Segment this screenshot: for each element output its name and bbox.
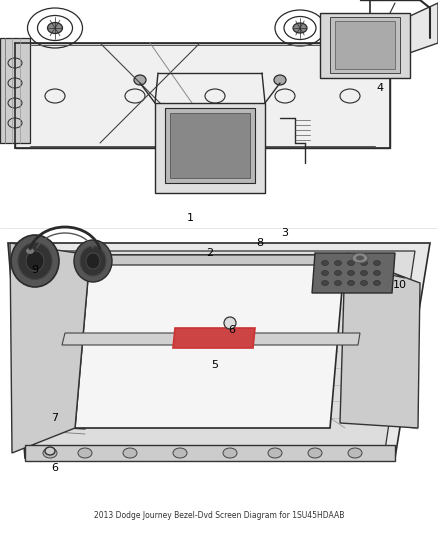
Text: 8: 8 <box>256 238 264 248</box>
Ellipse shape <box>86 253 100 269</box>
Ellipse shape <box>123 448 137 458</box>
Ellipse shape <box>274 75 286 85</box>
Polygon shape <box>320 13 410 78</box>
Ellipse shape <box>293 23 307 33</box>
Ellipse shape <box>26 251 44 271</box>
Polygon shape <box>8 243 430 458</box>
Text: 10: 10 <box>393 280 407 290</box>
Ellipse shape <box>347 280 354 286</box>
Polygon shape <box>75 255 345 428</box>
Polygon shape <box>340 255 420 428</box>
Ellipse shape <box>134 75 146 85</box>
Text: 2013 Dodge Journey Bezel-Dvd Screen Diagram for 1SU45HDAAB: 2013 Dodge Journey Bezel-Dvd Screen Diag… <box>94 511 344 520</box>
Ellipse shape <box>173 448 187 458</box>
Text: 1: 1 <box>187 213 194 223</box>
Ellipse shape <box>321 271 328 276</box>
Ellipse shape <box>360 271 367 276</box>
Polygon shape <box>165 108 255 183</box>
Ellipse shape <box>43 448 57 458</box>
Polygon shape <box>25 445 395 461</box>
Polygon shape <box>312 253 395 293</box>
Ellipse shape <box>352 253 368 263</box>
Ellipse shape <box>11 235 59 287</box>
Ellipse shape <box>308 448 322 458</box>
Text: 4: 4 <box>376 83 384 93</box>
Ellipse shape <box>47 22 63 34</box>
Polygon shape <box>348 253 405 278</box>
Ellipse shape <box>356 255 364 261</box>
Text: 2: 2 <box>206 248 214 258</box>
Ellipse shape <box>268 448 282 458</box>
Polygon shape <box>335 21 395 69</box>
Polygon shape <box>173 328 255 348</box>
Ellipse shape <box>18 243 52 279</box>
Ellipse shape <box>347 261 354 265</box>
Ellipse shape <box>321 280 328 286</box>
Ellipse shape <box>224 317 236 329</box>
Ellipse shape <box>78 448 92 458</box>
Polygon shape <box>62 333 360 345</box>
Ellipse shape <box>374 280 381 286</box>
Ellipse shape <box>360 280 367 286</box>
Ellipse shape <box>347 271 354 276</box>
Text: 3: 3 <box>282 228 289 238</box>
Polygon shape <box>395 3 438 58</box>
Polygon shape <box>15 43 390 148</box>
Polygon shape <box>90 255 347 265</box>
Polygon shape <box>155 103 265 193</box>
Ellipse shape <box>335 261 342 265</box>
Ellipse shape <box>80 246 106 276</box>
Ellipse shape <box>223 448 237 458</box>
Text: 6: 6 <box>229 325 236 335</box>
Polygon shape <box>170 113 250 178</box>
Polygon shape <box>10 243 90 453</box>
Ellipse shape <box>74 240 112 282</box>
Ellipse shape <box>335 280 342 286</box>
Ellipse shape <box>348 448 362 458</box>
Ellipse shape <box>335 271 342 276</box>
Text: 9: 9 <box>32 265 39 275</box>
Polygon shape <box>0 38 30 143</box>
Ellipse shape <box>374 271 381 276</box>
Ellipse shape <box>360 261 367 265</box>
Text: 5: 5 <box>212 360 219 370</box>
Text: 6: 6 <box>52 463 59 473</box>
Ellipse shape <box>374 261 381 265</box>
Ellipse shape <box>321 261 328 265</box>
Ellipse shape <box>26 248 34 254</box>
Polygon shape <box>23 251 415 450</box>
Text: 7: 7 <box>51 413 59 423</box>
Ellipse shape <box>45 447 55 455</box>
Polygon shape <box>330 17 400 73</box>
